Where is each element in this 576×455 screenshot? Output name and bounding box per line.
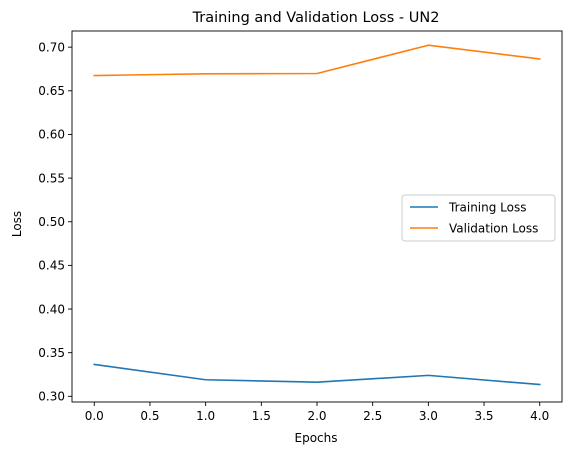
x-tick-label: 3.5 [474, 409, 493, 423]
legend-box [401, 194, 556, 242]
legend: Training Loss Validation Loss [401, 194, 556, 242]
y-tick-label: 0.65 [38, 84, 65, 98]
x-tick-label: 2.0 [307, 409, 326, 423]
y-tick-label: 0.40 [38, 302, 65, 316]
y-tick-label: 0.60 [38, 128, 65, 142]
y-tick-label: 0.45 [38, 259, 65, 273]
y-tick-label: 0.35 [38, 346, 65, 360]
plot-area: 0.0 0.5 1.0 1.5 2.0 2.5 3.0 3.5 4.0 0.30 0.35 0.40 0… [38, 30, 563, 423]
y-axis-label: Loss [10, 211, 24, 237]
y-tick-label: 0.55 [38, 171, 65, 185]
y-tick-label: 0.30 [38, 390, 65, 404]
x-tick-label: 3.0 [419, 409, 438, 423]
x-tick-label: 0.5 [140, 409, 159, 423]
x-tick-label: 1.5 [252, 409, 271, 423]
x-tick-label: 2.5 [363, 409, 382, 423]
legend-entry-label: Validation Loss [449, 221, 538, 235]
series-line-training-loss [93, 363, 541, 386]
y-tick-label: 0.70 [38, 40, 65, 54]
chart-title: Training and Validation Loss - UN2 [192, 10, 440, 26]
x-tick-label: 4.0 [530, 409, 549, 423]
x-tick-label: 0.0 [85, 409, 104, 423]
x-tick-label: 1.0 [196, 409, 215, 423]
x-axis-label: Epochs [295, 431, 338, 445]
legend-entry-label: Training Loss [448, 200, 526, 214]
y-tick-label: 0.50 [38, 215, 65, 229]
series-line-validation-loss [93, 44, 541, 77]
